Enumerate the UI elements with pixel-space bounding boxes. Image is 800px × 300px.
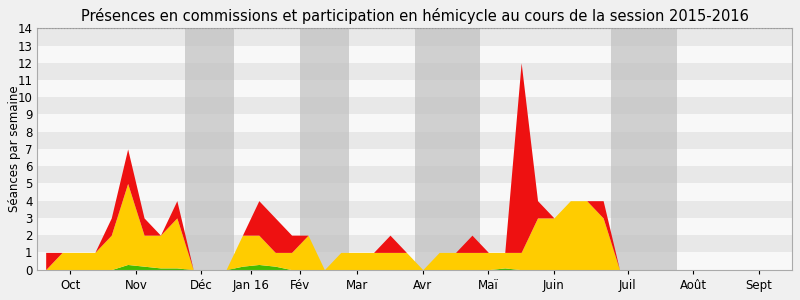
Bar (38, 252, 792, 270)
Bar (185, 28, 234, 270)
Bar (38, 235, 792, 252)
Bar (38, 218, 792, 235)
Bar (38, 132, 792, 149)
Bar (414, 28, 480, 270)
Bar (38, 149, 792, 166)
Bar (38, 201, 792, 218)
Bar (38, 115, 792, 132)
Bar (38, 97, 792, 115)
Y-axis label: Séances par semaine: Séances par semaine (8, 85, 22, 212)
Bar (38, 28, 792, 46)
Bar (38, 80, 792, 97)
Bar (300, 28, 349, 270)
Bar (38, 183, 792, 201)
Bar (38, 63, 792, 80)
Bar (611, 28, 677, 270)
Bar (38, 166, 792, 183)
Title: Présences en commissions et participation en hémicycle au cours de la session 20: Présences en commissions et participatio… (81, 8, 749, 24)
Bar (38, 46, 792, 63)
